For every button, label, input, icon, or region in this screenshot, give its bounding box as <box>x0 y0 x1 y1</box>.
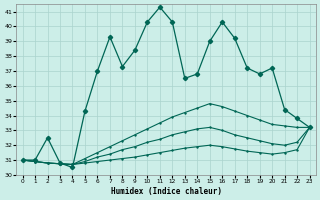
X-axis label: Humidex (Indice chaleur): Humidex (Indice chaleur) <box>111 187 221 196</box>
